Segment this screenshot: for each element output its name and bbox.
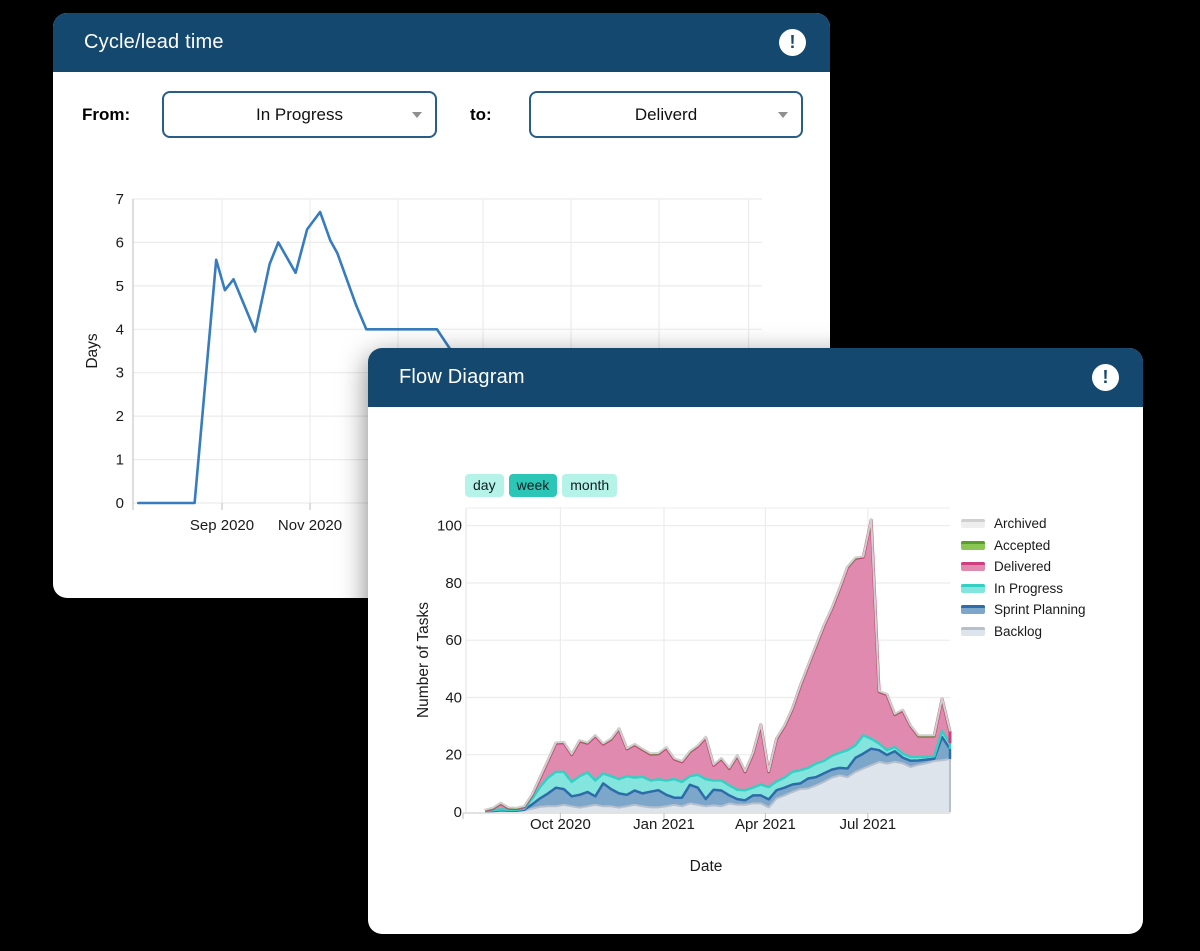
flow-card-title: Flow Diagram bbox=[399, 366, 525, 388]
svg-text:60: 60 bbox=[445, 632, 462, 649]
svg-text:0: 0 bbox=[116, 495, 124, 512]
legend-item-archived[interactable]: Archived bbox=[961, 513, 1086, 535]
from-dropdown-value: In Progress bbox=[256, 104, 343, 124]
interval-button-group: day week month bbox=[465, 474, 618, 497]
svg-text:2: 2 bbox=[116, 408, 124, 425]
legend-swatch-icon bbox=[961, 626, 985, 636]
cycle-card-title: Cycle/lead time bbox=[84, 31, 224, 53]
interval-button-week[interactable]: week bbox=[508, 474, 558, 497]
svg-text:3: 3 bbox=[116, 365, 124, 382]
alert-icon[interactable]: ! bbox=[779, 29, 806, 56]
svg-text:1: 1 bbox=[116, 452, 124, 469]
svg-text:Oct 2020: Oct 2020 bbox=[530, 816, 591, 833]
legend-swatch-icon bbox=[961, 519, 985, 529]
svg-text:0: 0 bbox=[454, 804, 462, 821]
svg-text:Apr 2021: Apr 2021 bbox=[735, 816, 796, 833]
svg-text:Number of Tasks: Number of Tasks bbox=[415, 602, 432, 718]
svg-text:5: 5 bbox=[116, 278, 124, 295]
svg-text:40: 40 bbox=[445, 690, 462, 707]
from-label: From: bbox=[82, 104, 131, 124]
legend-swatch-icon bbox=[961, 605, 985, 615]
exclamation-mark-icon: ! bbox=[1102, 366, 1109, 387]
svg-text:Date: Date bbox=[690, 858, 723, 875]
chevron-down-icon bbox=[778, 111, 788, 118]
legend-item-in-progress[interactable]: In Progress bbox=[961, 578, 1086, 600]
interval-button-month[interactable]: month bbox=[562, 474, 618, 497]
legend-item-delivered[interactable]: Delivered bbox=[961, 556, 1086, 578]
chevron-down-icon bbox=[412, 111, 422, 118]
legend-swatch-icon bbox=[961, 583, 985, 593]
legend-label: Archived bbox=[994, 516, 1047, 532]
legend-label: Accepted bbox=[994, 537, 1051, 553]
svg-text:20: 20 bbox=[445, 747, 462, 764]
to-label: to: bbox=[470, 104, 492, 124]
legend-item-accepted[interactable]: Accepted bbox=[961, 535, 1086, 557]
svg-text:Days: Days bbox=[84, 333, 101, 369]
flow-card-header: Flow Diagram ! bbox=[368, 348, 1143, 407]
svg-text:100: 100 bbox=[437, 518, 462, 535]
legend-label: Backlog bbox=[994, 623, 1043, 639]
legend-label: Delivered bbox=[994, 559, 1052, 575]
legend-swatch-icon bbox=[961, 562, 985, 572]
to-dropdown-value: Deliverd bbox=[634, 104, 698, 124]
interval-button-day[interactable]: day bbox=[465, 474, 504, 497]
to-dropdown[interactable]: Deliverd bbox=[529, 91, 803, 138]
svg-text:6: 6 bbox=[116, 234, 124, 251]
legend-item-sprint-planning[interactable]: Sprint Planning bbox=[961, 599, 1086, 621]
flow-diagram-card: Flow Diagram ! day week month Oct 2020 Jan … bbox=[368, 348, 1143, 934]
legend-item-backlog[interactable]: Backlog bbox=[961, 621, 1086, 643]
svg-text:Jul 2021: Jul 2021 bbox=[839, 816, 896, 833]
legend-label: In Progress bbox=[994, 580, 1064, 596]
svg-text:4: 4 bbox=[116, 321, 124, 338]
svg-text:Jan 2021: Jan 2021 bbox=[633, 816, 695, 833]
chart-legend: Archived Accepted Delivered In Progress Spri… bbox=[961, 513, 1086, 642]
cycle-card-header: Cycle/lead time ! bbox=[53, 13, 830, 72]
alert-icon[interactable]: ! bbox=[1092, 364, 1119, 391]
exclamation-mark-icon: ! bbox=[789, 31, 796, 52]
svg-text:Nov 2020: Nov 2020 bbox=[278, 517, 342, 534]
from-dropdown[interactable]: In Progress bbox=[162, 91, 437, 138]
legend-label: Sprint Planning bbox=[994, 602, 1086, 618]
svg-text:7: 7 bbox=[116, 191, 124, 208]
svg-text:Sep 2020: Sep 2020 bbox=[190, 517, 254, 534]
svg-text:80: 80 bbox=[445, 575, 462, 592]
legend-swatch-icon bbox=[961, 540, 985, 550]
